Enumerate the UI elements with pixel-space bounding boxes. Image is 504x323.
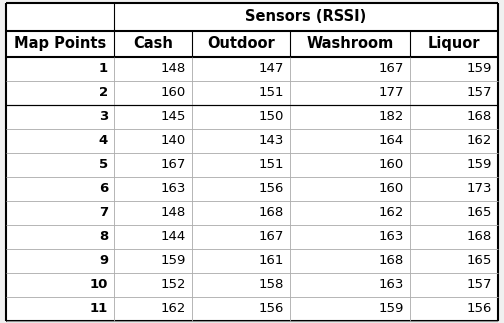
Text: 162: 162 [161,302,186,315]
Text: 156: 156 [259,182,284,195]
Text: 165: 165 [467,254,492,267]
Text: Cash: Cash [133,36,173,51]
Text: 151: 151 [259,158,284,171]
Text: 148: 148 [161,62,186,75]
Text: 151: 151 [259,86,284,99]
Text: 167: 167 [379,62,404,75]
Text: 145: 145 [161,110,186,123]
Text: 2: 2 [99,86,108,99]
Text: 168: 168 [467,230,492,243]
Text: 162: 162 [467,134,492,147]
Text: 4: 4 [99,134,108,147]
Text: 160: 160 [161,86,186,99]
Text: 168: 168 [259,206,284,219]
Text: 144: 144 [161,230,186,243]
Text: 156: 156 [259,302,284,315]
Text: 3: 3 [99,110,108,123]
Text: 162: 162 [379,206,404,219]
Text: 168: 168 [379,254,404,267]
Text: 152: 152 [160,278,186,291]
Text: 147: 147 [259,62,284,75]
Text: 140: 140 [161,134,186,147]
Text: 159: 159 [161,254,186,267]
Text: Outdoor: Outdoor [207,36,275,51]
Text: 168: 168 [467,110,492,123]
Text: 177: 177 [379,86,404,99]
Text: 160: 160 [379,158,404,171]
Text: Washroom: Washroom [306,36,394,51]
Text: 6: 6 [99,182,108,195]
Text: 8: 8 [99,230,108,243]
Text: 11: 11 [90,302,108,315]
Text: 7: 7 [99,206,108,219]
Text: 165: 165 [467,206,492,219]
Text: 1: 1 [99,62,108,75]
Text: 9: 9 [99,254,108,267]
Text: 163: 163 [161,182,186,195]
Text: 159: 159 [467,62,492,75]
Text: 167: 167 [259,230,284,243]
Text: 157: 157 [467,278,492,291]
Text: 159: 159 [467,158,492,171]
Text: Liquor: Liquor [428,36,480,51]
Text: 164: 164 [379,134,404,147]
Text: 143: 143 [259,134,284,147]
Text: Sensors (RSSI): Sensors (RSSI) [245,9,366,24]
Text: 161: 161 [259,254,284,267]
Text: 160: 160 [379,182,404,195]
Text: 167: 167 [161,158,186,171]
Text: 182: 182 [379,110,404,123]
Text: 159: 159 [379,302,404,315]
Text: Map Points: Map Points [14,36,106,51]
Text: 5: 5 [99,158,108,171]
Text: 158: 158 [259,278,284,291]
Text: 173: 173 [467,182,492,195]
Text: 156: 156 [467,302,492,315]
Text: 10: 10 [90,278,108,291]
Text: 157: 157 [467,86,492,99]
Text: 150: 150 [259,110,284,123]
Text: 163: 163 [379,278,404,291]
Text: 148: 148 [161,206,186,219]
Text: 163: 163 [379,230,404,243]
